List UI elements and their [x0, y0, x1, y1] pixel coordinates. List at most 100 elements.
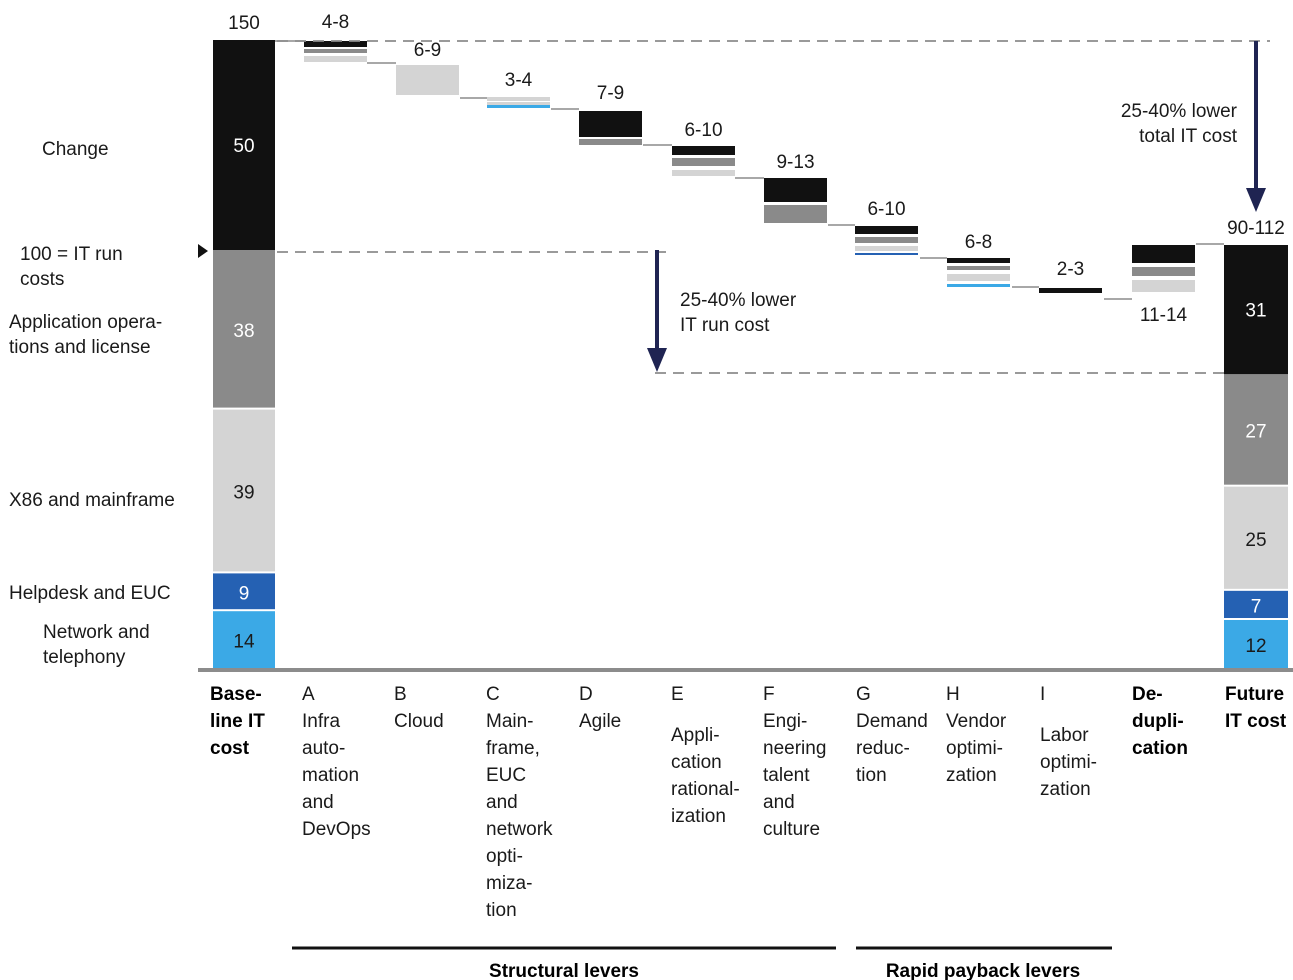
legend-helpdesk: Helpdesk and EUC [9, 583, 171, 604]
run-reduction-label: IT run cost [680, 315, 770, 336]
lever-A-band-0 [304, 41, 367, 47]
lever-G-range: 6-10 [867, 199, 905, 220]
lever-C-name: opti- [486, 846, 523, 867]
baseline-bar-x86 [213, 409, 275, 572]
lever-G-band-0 [855, 226, 918, 234]
baseline-category-label: Base- [210, 684, 262, 705]
future-bar-change [1224, 245, 1288, 375]
lever-I-band-0 [1039, 288, 1102, 293]
legend-network: Network and [43, 622, 150, 643]
run-reduction-label: 25-40% lower [680, 290, 797, 311]
lever-B-band-0 [396, 65, 459, 95]
lever-C-name: tion [486, 900, 517, 921]
legend-network: telephony [43, 647, 126, 668]
lever-E-name: Appli- [671, 725, 720, 746]
lever-E-band-1 [672, 158, 735, 166]
lever-G-name: tion [856, 765, 887, 786]
lever-C-name: miza- [486, 873, 532, 894]
lever-A-range: 4-8 [322, 12, 349, 33]
lever-A-band-2 [304, 56, 367, 62]
future-category-label: Future [1225, 684, 1284, 705]
baseline-bar-network [213, 611, 275, 668]
lever-B-letter: B [394, 684, 407, 705]
future-value-app_ops: 27 [1245, 421, 1266, 442]
baseline-category-label: line IT [210, 711, 265, 732]
legend-run-marker: 100 = IT run [20, 244, 123, 265]
rapid-group-label: Rapid payback levers [886, 961, 1080, 980]
dedup-category-label: cation [1132, 738, 1188, 759]
lever-A-band-1 [304, 49, 367, 53]
lever-G-letter: G [856, 684, 871, 705]
lever-dedup-band-1 [1132, 267, 1195, 276]
future-bar-app_ops [1224, 374, 1288, 485]
lever-C-name: frame, [486, 738, 540, 759]
legend-app-ops: Application opera- [9, 312, 162, 333]
lever-E-name: rational- [671, 779, 740, 800]
lever-C-band-0 [487, 97, 550, 101]
lever-I-name: Labor [1040, 725, 1089, 746]
lever-F-range: 9-13 [776, 152, 814, 173]
lever-A-name: mation [302, 765, 359, 786]
baseline-bar-helpdesk [213, 573, 275, 610]
lever-A-letter: A [302, 684, 315, 705]
future-value-helpdesk: 7 [1251, 596, 1262, 617]
lever-F-band-0 [764, 178, 827, 202]
lever-G-band-2 [855, 246, 918, 251]
legend-change: Change [42, 139, 109, 160]
lever-dedup-band-2 [1132, 280, 1195, 292]
baseline-value-helpdesk: 9 [239, 583, 250, 604]
lever-H-name: optimi- [946, 738, 1003, 759]
baseline-category-label: cost [210, 738, 250, 759]
lever-D-range: 7-9 [597, 83, 624, 104]
total-reduction-label: 25-40% lower [1121, 101, 1238, 122]
baseline-value-x86: 39 [233, 483, 254, 504]
lever-E-band-0 [672, 146, 735, 155]
lever-E-band-2 [672, 170, 735, 176]
baseline-value-network: 14 [233, 632, 255, 653]
lever-H-name: zation [946, 765, 997, 786]
lever-D-band-0 [579, 111, 642, 137]
lever-B-range: 6-9 [414, 40, 441, 61]
lever-C-name: network [486, 819, 553, 840]
lever-C-band-2 [487, 105, 550, 108]
lever-F-name: Engi- [763, 711, 807, 732]
future-bar-network [1224, 620, 1288, 668]
baseline-bar-change [213, 40, 275, 250]
lever-I-range: 2-3 [1057, 259, 1084, 280]
lever-H-band-2 [947, 274, 1010, 281]
total-arrow-head [1246, 188, 1266, 212]
lever-A-name: and [302, 792, 334, 813]
baseline-value-change: 50 [233, 136, 254, 157]
lever-E-name: cation [671, 752, 722, 773]
lever-C-band-1 [487, 102, 550, 105]
future-total: 90-112 [1227, 218, 1285, 239]
lever-dedup-range: 11-14 [1140, 305, 1188, 326]
lever-G-band-3 [855, 253, 918, 255]
lever-E-range: 6-10 [684, 120, 722, 141]
lever-D-band-1 [579, 139, 642, 145]
lever-A-name: auto- [302, 738, 345, 759]
lever-B-name: Cloud [394, 711, 444, 732]
legend-run-marker: costs [20, 269, 64, 290]
lever-H-range: 6-8 [965, 232, 992, 253]
future-category-label: IT cost [1225, 711, 1287, 732]
run-arrow-head [647, 348, 667, 372]
lever-C-name: Main- [486, 711, 534, 732]
baseline-total: 150 [228, 13, 260, 34]
future-value-network: 12 [1245, 636, 1266, 657]
lever-I-name: optimi- [1040, 752, 1097, 773]
structural-group-label: Structural levers [489, 961, 639, 980]
lever-F-name: and [763, 792, 795, 813]
lever-A-name: DevOps [302, 819, 371, 840]
lever-E-letter: E [671, 684, 684, 705]
future-value-change: 31 [1245, 301, 1266, 322]
lever-I-letter: I [1040, 684, 1045, 705]
lever-H-band-0 [947, 258, 1010, 263]
lever-G-band-1 [855, 237, 918, 243]
lever-I-name: zation [1040, 779, 1091, 800]
lever-G-name: Demand [856, 711, 928, 732]
future-bar-helpdesk [1224, 590, 1288, 618]
lever-H-letter: H [946, 684, 960, 705]
legend-app-ops: tions and license [9, 337, 151, 358]
